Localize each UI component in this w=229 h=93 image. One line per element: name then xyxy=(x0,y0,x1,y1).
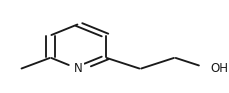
Text: N: N xyxy=(74,62,82,75)
Text: OH: OH xyxy=(210,62,227,75)
